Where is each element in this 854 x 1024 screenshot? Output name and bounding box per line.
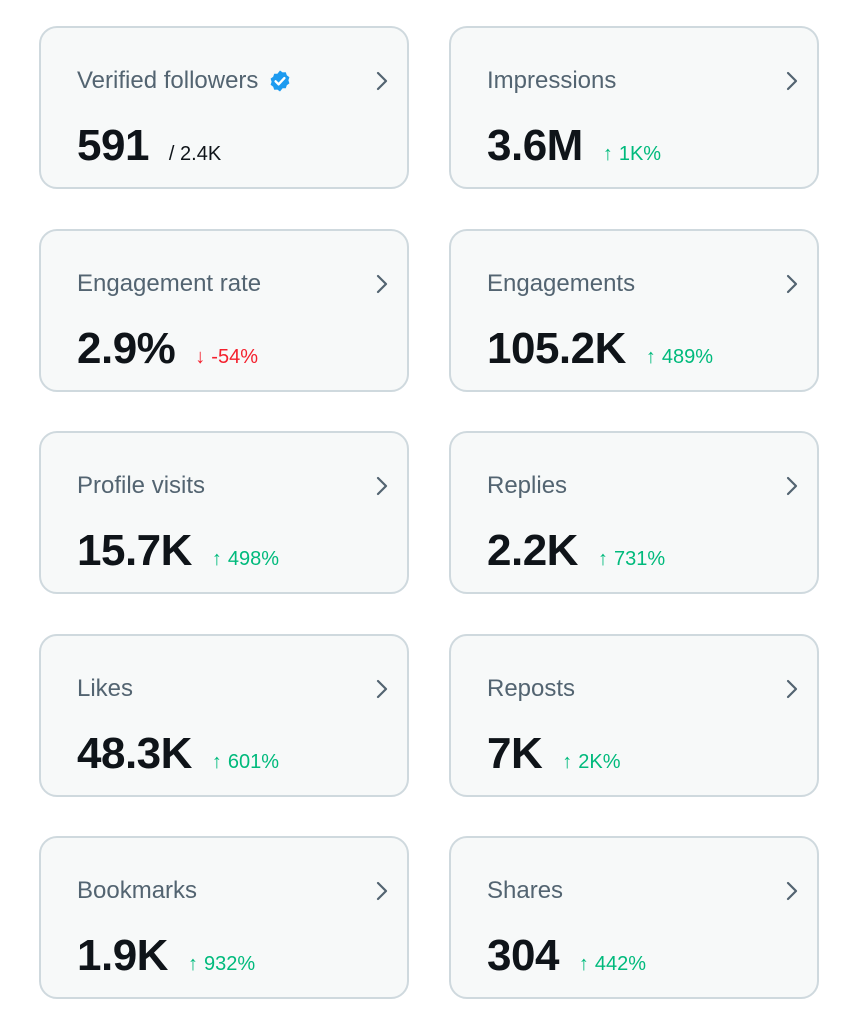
metric-value: 2.2K	[487, 526, 578, 575]
metric-change: ↑ 932%	[188, 953, 255, 976]
metric-value-row: 48.3K ↑ 601%	[77, 728, 279, 780]
metric-change-value: 731%	[613, 548, 666, 570]
metric-value-row: 2.9% ↓ -54%	[77, 323, 258, 375]
metric-value-row: 105.2K ↑ 489%	[487, 323, 713, 375]
metric-change: ↑ 442%	[579, 953, 646, 976]
metric-title: Profile visits	[77, 472, 206, 499]
metric-title: Bookmarks	[77, 877, 198, 904]
metric-title: Shares	[487, 877, 564, 904]
metric-title: Likes	[77, 675, 134, 702]
chevron-right-icon	[376, 476, 388, 496]
metric-title: Replies	[487, 472, 568, 499]
metric-value-row: 15.7K ↑ 498%	[77, 525, 279, 577]
metric-change-value: 601%	[227, 751, 280, 773]
metric-value-row: 591 / 2.4K	[77, 120, 221, 172]
metric-change-value: 489%	[661, 346, 714, 368]
chevron-right-icon	[786, 71, 798, 91]
metric-change-value: 1K%	[618, 143, 662, 165]
metric-change: ↑ 1K%	[603, 143, 661, 166]
metric-card-reposts[interactable]: Reposts 7K ↑ 2K%	[449, 634, 819, 797]
metric-title-row: Shares	[487, 876, 563, 906]
metric-value-row: 3.6M ↑ 1K%	[487, 120, 661, 172]
metric-value-row: 2.2K ↑ 731%	[487, 525, 665, 577]
metric-card-replies[interactable]: Replies 2.2K ↑ 731%	[449, 431, 819, 594]
metric-change-value: 442%	[594, 953, 647, 975]
metric-card-impressions[interactable]: Impressions 3.6M ↑ 1K%	[449, 26, 819, 189]
metric-change-value: 2K%	[578, 751, 621, 773]
arrow-up-icon: ↑	[187, 953, 198, 975]
metric-change-value: 932%	[203, 953, 256, 975]
metric-title: Engagement rate	[77, 270, 262, 297]
metric-title-row: Reposts	[487, 674, 575, 704]
metric-title: Impressions	[487, 67, 617, 94]
arrow-up-icon: ↑	[578, 953, 589, 975]
metric-card-profile-visits[interactable]: Profile visits 15.7K ↑ 498%	[39, 431, 409, 594]
metric-value: 2.9%	[77, 324, 176, 373]
metric-title-row: Bookmarks	[77, 876, 197, 906]
metric-title: Engagements	[487, 270, 636, 297]
metric-value-row: 304 ↑ 442%	[487, 930, 646, 982]
metric-value: 7K	[487, 729, 543, 778]
metric-change: ↑ 489%	[646, 346, 713, 369]
arrow-up-icon: ↑	[211, 751, 222, 773]
metric-value: 304	[487, 931, 559, 980]
metric-card-shares[interactable]: Shares 304 ↑ 442%	[449, 836, 819, 999]
chevron-right-icon	[376, 679, 388, 699]
metric-value: 3.6M	[487, 121, 583, 170]
verified-badge-icon	[268, 69, 292, 93]
metric-value: 105.2K	[487, 324, 626, 373]
metric-title-row: Replies	[487, 471, 567, 501]
metric-card-bookmarks[interactable]: Bookmarks 1.9K ↑ 932%	[39, 836, 409, 999]
metric-title-row: Engagements	[487, 269, 635, 299]
metric-change: ↑ 601%	[212, 751, 279, 774]
metric-card-verified-followers[interactable]: Verified followers 591 / 2.4K	[39, 26, 409, 189]
metric-title: Verified followers	[77, 67, 259, 94]
metric-card-engagements[interactable]: Engagements 105.2K ↑ 489%	[449, 229, 819, 392]
metric-change-value: -54%	[211, 346, 258, 368]
arrow-up-icon: ↑	[602, 143, 613, 165]
metric-value: 1.9K	[77, 931, 168, 980]
metric-change: ↓ -54%	[195, 346, 258, 369]
arrow-up-icon: ↑	[211, 548, 222, 570]
metric-title-row: Verified followers	[77, 66, 292, 96]
metric-value-row: 7K ↑ 2K%	[487, 728, 621, 780]
chevron-right-icon	[376, 881, 388, 901]
metric-value: 591	[77, 121, 149, 170]
metric-card-likes[interactable]: Likes 48.3K ↑ 601%	[39, 634, 409, 797]
metric-change-value: 498%	[227, 548, 280, 570]
metric-change: ↑ 2K%	[562, 751, 620, 774]
metric-title-row: Engagement rate	[77, 269, 261, 299]
metric-title: Reposts	[487, 675, 576, 702]
chevron-right-icon	[786, 881, 798, 901]
chevron-right-icon	[376, 71, 388, 91]
metric-title-row: Likes	[77, 674, 133, 704]
metric-title-row: Impressions	[487, 66, 616, 96]
metric-value-row: 1.9K ↑ 932%	[77, 930, 255, 982]
metric-value: 15.7K	[77, 526, 192, 575]
metric-title-row: Profile visits	[77, 471, 205, 501]
chevron-right-icon	[376, 274, 388, 294]
chevron-right-icon	[786, 476, 798, 496]
arrow-down-icon: ↓	[195, 346, 206, 368]
chevron-right-icon	[786, 274, 798, 294]
arrow-up-icon: ↑	[562, 751, 573, 773]
metric-value: 48.3K	[77, 729, 192, 778]
metric-change: ↑ 498%	[212, 548, 279, 571]
arrow-up-icon: ↑	[645, 346, 656, 368]
chevron-right-icon	[786, 679, 798, 699]
arrow-up-icon: ↑	[597, 548, 608, 570]
metric-change: ↑ 731%	[598, 548, 665, 571]
metric-denominator: / 2.4K	[168, 143, 222, 165]
metric-card-engagement-rate[interactable]: Engagement rate 2.9% ↓ -54%	[39, 229, 409, 392]
